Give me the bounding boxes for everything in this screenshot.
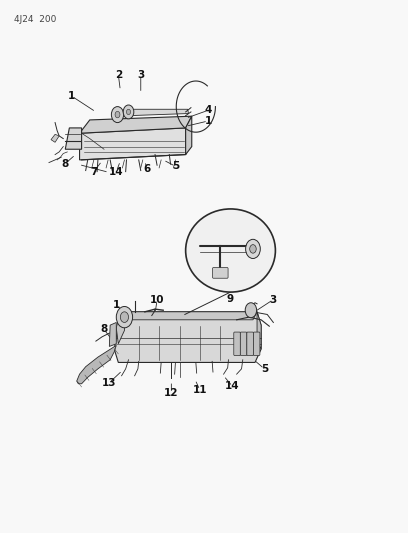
Circle shape — [123, 105, 134, 119]
Text: 6: 6 — [143, 164, 151, 174]
FancyBboxPatch shape — [253, 332, 260, 356]
Polygon shape — [114, 312, 261, 362]
Text: 1: 1 — [68, 91, 75, 101]
Text: 9: 9 — [227, 294, 234, 304]
Circle shape — [115, 111, 120, 118]
Text: 11: 11 — [193, 385, 207, 395]
Text: 14: 14 — [109, 167, 124, 176]
Text: 5: 5 — [261, 364, 268, 374]
Polygon shape — [77, 345, 116, 384]
Polygon shape — [186, 116, 192, 155]
Text: 12: 12 — [164, 389, 179, 398]
FancyBboxPatch shape — [234, 332, 240, 356]
Polygon shape — [65, 128, 82, 149]
Polygon shape — [51, 134, 59, 142]
Circle shape — [120, 312, 129, 322]
Text: 8: 8 — [100, 325, 108, 334]
Polygon shape — [80, 128, 186, 160]
Text: 4J24  200: 4J24 200 — [14, 15, 57, 24]
FancyBboxPatch shape — [240, 332, 247, 356]
Text: 5: 5 — [172, 161, 179, 171]
Text: 2: 2 — [115, 70, 122, 79]
FancyBboxPatch shape — [247, 332, 253, 356]
Polygon shape — [257, 312, 261, 349]
Circle shape — [116, 306, 133, 328]
Text: 1: 1 — [204, 116, 212, 126]
Ellipse shape — [186, 209, 275, 292]
Text: 3: 3 — [137, 70, 144, 79]
Text: 13: 13 — [102, 378, 117, 387]
Circle shape — [250, 245, 256, 253]
Circle shape — [111, 107, 124, 123]
Polygon shape — [109, 322, 116, 346]
Polygon shape — [80, 116, 192, 133]
Text: 7: 7 — [90, 167, 98, 176]
Circle shape — [246, 239, 260, 259]
Text: 4: 4 — [204, 106, 212, 115]
Polygon shape — [126, 109, 188, 116]
Text: 10: 10 — [150, 295, 164, 305]
Text: 1: 1 — [113, 300, 120, 310]
Polygon shape — [116, 312, 124, 344]
Text: 8: 8 — [62, 159, 69, 168]
FancyBboxPatch shape — [213, 268, 228, 278]
Circle shape — [126, 109, 131, 115]
Polygon shape — [118, 312, 257, 325]
Circle shape — [245, 303, 257, 318]
Text: 14: 14 — [225, 382, 240, 391]
Text: 3: 3 — [270, 295, 277, 304]
